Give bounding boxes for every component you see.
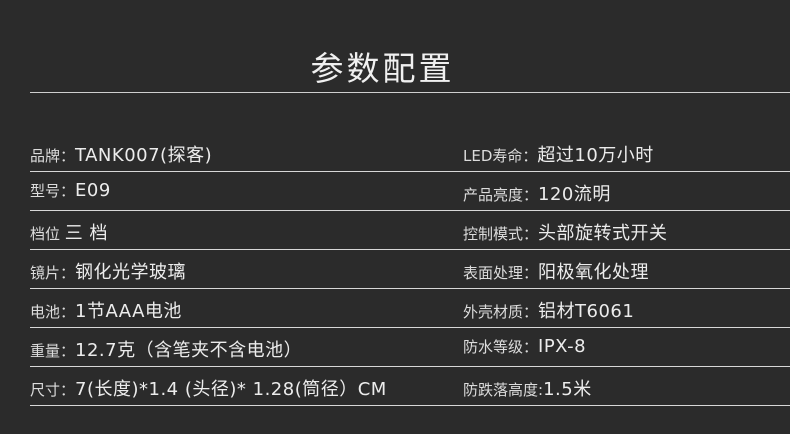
spec-value: 7(长度)*1.4 (头径)* 1.28(筒径）CM xyxy=(75,379,387,400)
spec-value: E09 xyxy=(75,180,111,201)
spec-value: 12.7克（含笔夹不含电池） xyxy=(75,340,303,361)
spec-waterproof: 防水等级：IPX-8 xyxy=(463,336,586,357)
spec-value: 钢化光学玻璃 xyxy=(75,262,187,283)
spec-battery: 电池：1节AAA电池 xyxy=(30,297,182,323)
spec-label: 重量： xyxy=(30,342,76,360)
spec-value: 1节AAA电池 xyxy=(75,301,182,322)
spec-brightness: 产品亮度：120流明 xyxy=(463,180,611,206)
spec-row: 型号：E09 产品亮度：120流明 xyxy=(30,172,790,211)
spec-value: 三 档 xyxy=(64,223,109,244)
spec-label: 电池： xyxy=(30,303,76,321)
spec-label: 控制模式： xyxy=(463,225,539,243)
spec-material: 外壳材质：铝材T6061 xyxy=(463,297,634,323)
spec-value: IPX-8 xyxy=(538,336,587,357)
spec-model: 型号：E09 xyxy=(30,180,111,201)
spec-led-life: LED寿命：超过10万小时 xyxy=(463,141,654,167)
spec-brand: 品牌：TANK007(探客) xyxy=(30,141,212,167)
spec-table: 品牌：TANK007(探客) LED寿命：超过10万小时 型号：E09 产品亮度… xyxy=(30,133,790,406)
spec-row: 重量：12.7克（含笔夹不含电池） 防水等级：IPX-8 xyxy=(30,328,790,367)
spec-label: 型号： xyxy=(30,182,76,200)
spec-size: 尺寸：7(长度)*1.4 (头径)* 1.28(筒径）CM xyxy=(30,375,387,401)
spec-value: 120流明 xyxy=(538,184,611,205)
spec-control: 控制模式：头部旋转式开关 xyxy=(463,219,668,245)
spec-modes: 档位 三 档 xyxy=(30,219,108,245)
spec-label: 尺寸： xyxy=(30,381,76,399)
spec-label: 外壳材质： xyxy=(463,303,539,321)
spec-value: 1.5米 xyxy=(543,379,592,400)
spec-value: 铝材T6061 xyxy=(538,301,635,322)
spec-weight: 重量：12.7克（含笔夹不含电池） xyxy=(30,336,302,362)
spec-label: 品牌： xyxy=(30,147,76,165)
spec-row: 尺寸：7(长度)*1.4 (头径)* 1.28(筒径）CM 防跌落高度:1.5米 xyxy=(30,367,790,406)
spec-label: LED寿命： xyxy=(463,147,538,165)
spec-label: 防跌落高度: xyxy=(463,381,544,399)
spec-value: 头部旋转式开关 xyxy=(538,223,668,244)
spec-label: 防水等级： xyxy=(463,338,539,356)
page-title: 参数配置 xyxy=(310,49,455,88)
spec-row: 电池：1节AAA电池 外壳材质：铝材T6061 xyxy=(30,289,790,328)
spec-label: 产品亮度： xyxy=(463,186,539,204)
spec-row: 镜片：钢化光学玻璃 表面处理：阳极氧化处理 xyxy=(30,250,790,289)
title-divider xyxy=(30,92,790,93)
spec-drop-height: 防跌落高度:1.5米 xyxy=(463,375,592,401)
spec-value: 阳极氧化处理 xyxy=(538,262,650,283)
spec-label: 表面处理： xyxy=(463,264,539,282)
spec-label: 档位 xyxy=(30,225,65,243)
spec-label: 镜片： xyxy=(30,264,76,282)
spec-value: 超过10万小时 xyxy=(537,145,654,166)
spec-finish: 表面处理：阳极氧化处理 xyxy=(463,258,649,284)
spec-row: 品牌：TANK007(探客) LED寿命：超过10万小时 xyxy=(30,133,790,172)
spec-value: TANK007(探客) xyxy=(75,145,213,166)
spec-lens: 镜片：钢化光学玻璃 xyxy=(30,258,186,284)
spec-row: 档位 三 档 控制模式：头部旋转式开关 xyxy=(30,211,790,250)
